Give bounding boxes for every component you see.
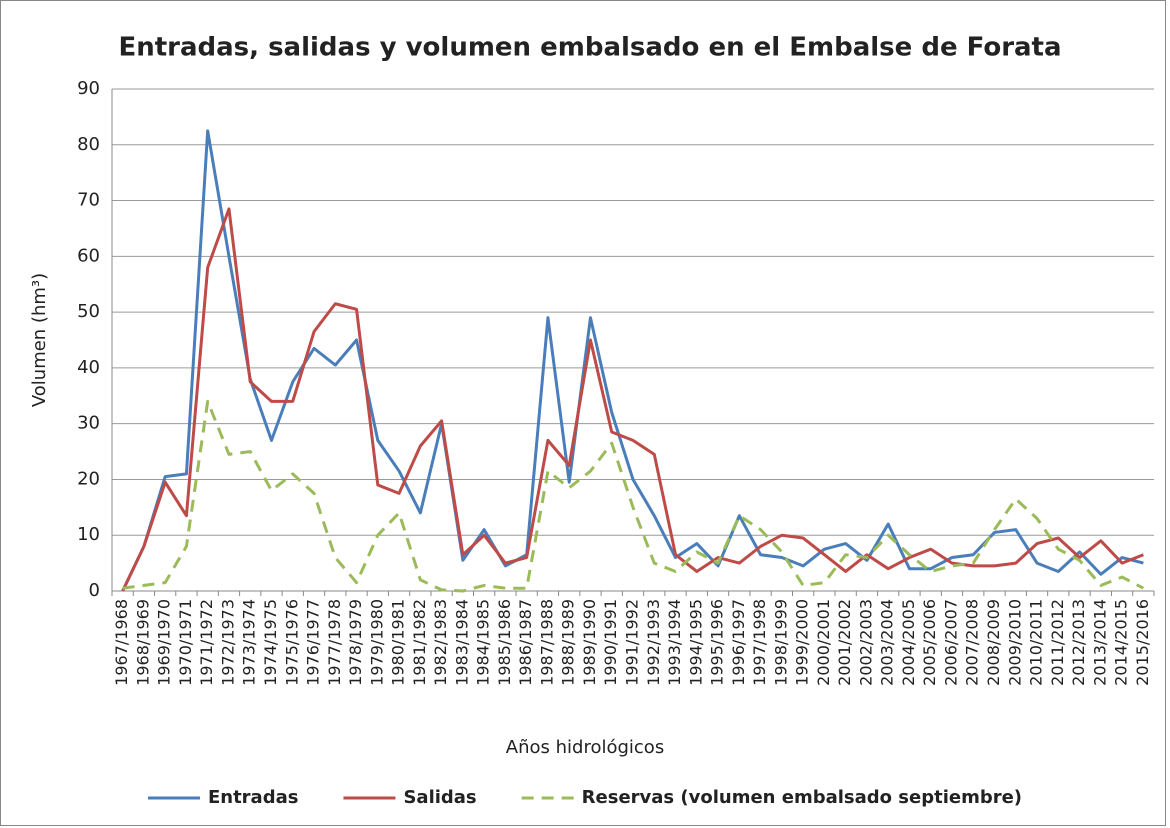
x-tick-label: 1988/1989 — [559, 599, 578, 686]
x-tick-label: 1982/1983 — [431, 599, 450, 686]
x-tick-label: 2001/2002 — [835, 599, 854, 686]
x-tick-label: 1968/1969 — [133, 599, 152, 686]
y-tick-label: 50 — [77, 301, 100, 322]
x-tick-label: 1971/1972 — [197, 599, 216, 686]
x-tick-label: 1989/1990 — [580, 599, 599, 686]
x-tick-label: 2000/2001 — [814, 599, 833, 686]
x-tick-label: 1967/1968 — [112, 599, 131, 686]
y-tick-label: 70 — [77, 190, 100, 211]
x-tick-label: 1974/1975 — [261, 599, 280, 686]
x-tick-label: 2009/2010 — [1005, 599, 1024, 686]
y-axis-label: Volumen (hm³) — [29, 273, 50, 407]
x-axis-label: Años hidrológicos — [506, 737, 664, 758]
x-tick-label: 2012/2013 — [1069, 599, 1088, 686]
x-tick-label: 1994/1995 — [686, 599, 705, 686]
x-tick-label: 2005/2006 — [920, 599, 939, 686]
x-tick-label: 1997/1998 — [750, 599, 769, 686]
legend-label: Salidas — [403, 787, 476, 808]
x-tick-label: 1969/1970 — [155, 599, 174, 686]
x-tick-label: 1998/1999 — [771, 599, 790, 686]
x-tick-label: 1970/1971 — [176, 599, 195, 686]
x-tick-label: 2013/2014 — [1090, 599, 1109, 686]
x-tick-label: 1996/1997 — [729, 599, 748, 686]
x-tick-label: 1972/1973 — [218, 599, 237, 686]
x-tick-label: 2014/2015 — [1112, 599, 1131, 686]
x-tick-label: 1992/1993 — [644, 599, 663, 686]
x-tick-label: 1987/1988 — [537, 599, 556, 686]
x-tick-label: 1976/1977 — [304, 599, 323, 686]
x-tick-label: 1983/1984 — [452, 599, 471, 686]
y-tick-label: 10 — [77, 524, 100, 545]
y-tick-label: 80 — [77, 134, 100, 155]
x-tick-label: 2007/2008 — [963, 599, 982, 686]
y-tick-label: 20 — [77, 468, 100, 489]
x-tick-label: 1993/1994 — [665, 599, 684, 686]
x-tick-label: 2004/2005 — [899, 599, 918, 686]
x-tick-label: 1986/1987 — [516, 599, 535, 686]
x-tick-label: 2015/2016 — [1133, 599, 1152, 686]
y-tick-label: 90 — [77, 78, 100, 99]
x-tick-label: 1981/1982 — [410, 599, 429, 686]
y-tick-label: 0 — [89, 580, 100, 601]
x-tick-label: 1975/1976 — [282, 599, 301, 686]
x-tick-label: 1978/1979 — [346, 599, 365, 686]
x-tick-label: 2011/2012 — [1048, 599, 1067, 686]
series-line — [121, 207, 1144, 592]
x-tick-label: 2003/2004 — [878, 599, 897, 686]
x-tick-label: 1985/1986 — [495, 599, 514, 686]
x-tick-label: 1991/1992 — [623, 599, 642, 686]
x-tick-label: 2010/2011 — [1027, 599, 1046, 686]
x-tick-label: 1973/1974 — [240, 599, 259, 686]
x-tick-label: 2006/2007 — [941, 599, 960, 686]
y-tick-label: 40 — [77, 357, 100, 378]
x-tick-label: 1980/1981 — [389, 599, 408, 686]
x-tick-label: 2008/2009 — [984, 599, 1003, 686]
x-tick-label: 1979/1980 — [367, 599, 386, 686]
y-tick-label: 60 — [77, 245, 100, 266]
series-line — [122, 399, 1145, 593]
x-tick-label: 2002/2003 — [856, 599, 875, 686]
x-tick-label: 1995/1996 — [708, 599, 727, 686]
series-line — [121, 129, 1144, 592]
legend-label: Reservas (volumen embalsado septiembre) — [582, 787, 1022, 808]
x-tick-label: 1977/1978 — [325, 599, 344, 686]
x-tick-label: 1984/1985 — [474, 599, 493, 686]
x-tick-label: 1990/1991 — [601, 599, 620, 686]
x-tick-label: 1999/2000 — [793, 599, 812, 686]
y-tick-label: 30 — [77, 413, 100, 434]
legend-label: Entradas — [208, 787, 298, 808]
chart-title: Entradas, salidas y volumen embalsado en… — [118, 33, 1061, 63]
